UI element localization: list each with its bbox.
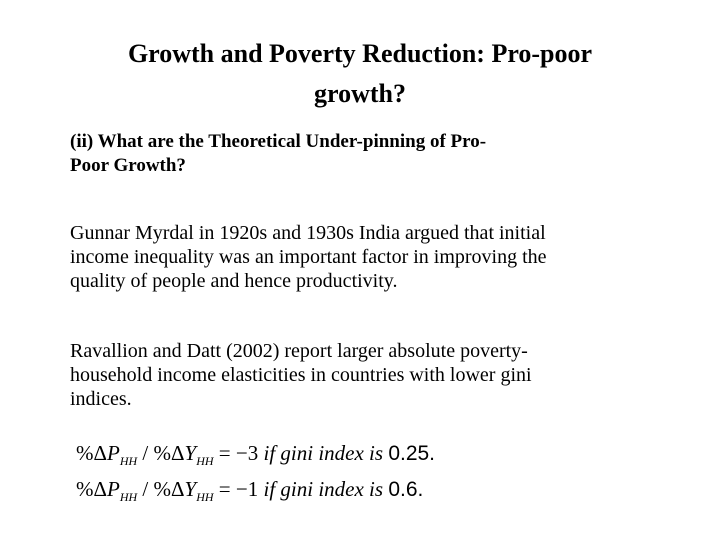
paragraph-ravallion-datt: Ravallion and Datt (2002) report larger … [70, 339, 660, 411]
equation-condition: if gini index is [258, 477, 389, 501]
paragraph-line: household income elasticities in countri… [70, 364, 532, 386]
paragraph-line: quality of people and hence productivity… [70, 270, 398, 292]
percent-delta-symbol: %Δ [153, 477, 185, 501]
subheading-line: (ii) What are the Theoretical Under-pinn… [70, 131, 487, 152]
equation-variable-y: Y [184, 441, 197, 465]
slide-title: Growth and Poverty Reduction: Pro-poor g… [60, 34, 660, 114]
equation-slash: / [137, 477, 154, 501]
equation-slash: / [137, 441, 154, 465]
equation-subscript: HH [196, 490, 214, 504]
percent-delta-symbol: %Δ [76, 477, 107, 501]
equation-variable-y: Y [184, 477, 197, 501]
title-line: growth? [314, 79, 406, 108]
equation-subscript: HH [196, 454, 214, 468]
equation-variable-p: P [107, 477, 120, 501]
equation-gini-value: 0.25. [388, 442, 436, 465]
title-line: Growth and Poverty Reduction: Pro-poor [127, 39, 593, 68]
paragraph-line: income inequality was an important facto… [70, 246, 547, 268]
percent-delta-symbol: %Δ [153, 441, 185, 465]
equation-condition: if gini index is [258, 441, 389, 465]
percent-delta-symbol: %Δ [76, 441, 107, 465]
equation-subscript: HH [119, 490, 138, 504]
equation-gini-value: 0.6. [388, 478, 424, 501]
subheading-line: Poor Growth? [70, 155, 186, 176]
paragraph-line: Gunnar Myrdal in 1920s and 1930s India a… [70, 222, 546, 244]
elasticity-equation-1: %ΔPHH / %ΔYHH = −3 if gini index is 0.25… [76, 439, 596, 475]
section-subheading: (ii) What are the Theoretical Under-pinn… [70, 130, 630, 178]
paragraph-myrdal: Gunnar Myrdal in 1920s and 1930s India a… [70, 221, 660, 293]
equation-equals-value: = −3 [213, 441, 259, 465]
equation-equals-value: = −1 [213, 477, 259, 501]
equation-variable-p: P [107, 441, 120, 465]
paragraph-line: indices. [70, 388, 132, 410]
paragraph-line: Ravallion and Datt (2002) report larger … [70, 340, 528, 362]
equation-subscript: HH [119, 454, 138, 468]
elasticity-equation-2: %ΔPHH / %ΔYHH = −1 if gini index is 0.6. [76, 475, 596, 511]
